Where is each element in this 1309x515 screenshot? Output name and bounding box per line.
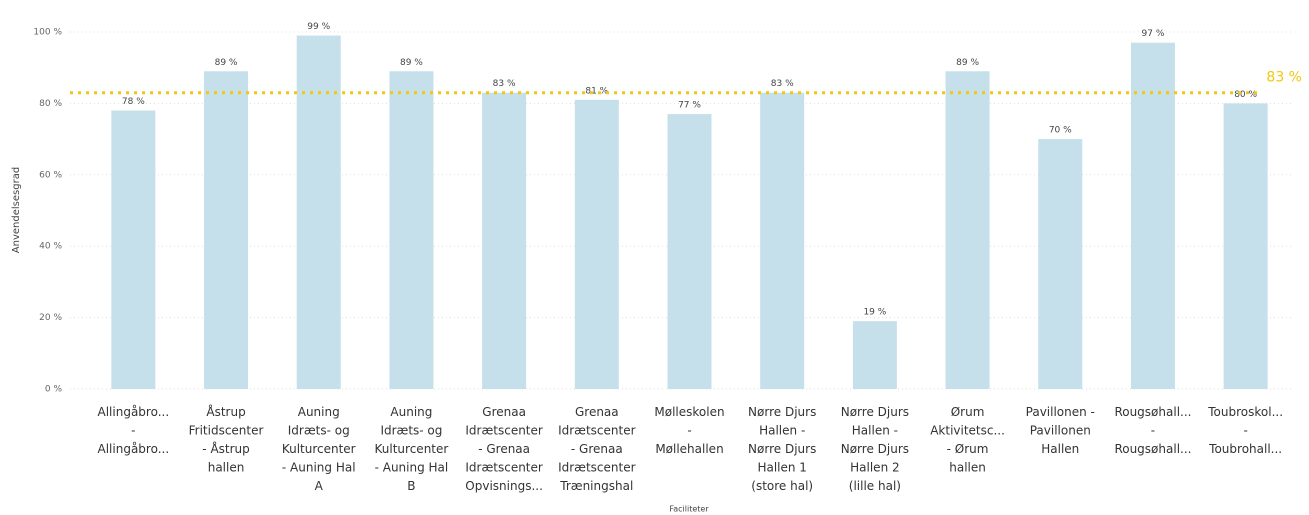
x-tick-label: Nørre Djurs Hallen -Nørre Djurs Hallen 1 (s… xyxy=(748,405,816,493)
value-label: 80 % xyxy=(1234,90,1257,100)
value-label: 77 % xyxy=(678,101,701,111)
value-label: 19 % xyxy=(863,308,886,318)
x-tick-label: Åstrup Fritidscenter - Åstrup hallen xyxy=(189,404,264,475)
bar xyxy=(389,71,434,390)
y-tick-label: 40 % xyxy=(39,242,62,252)
value-label: 83 % xyxy=(493,79,516,89)
x-tick-label: Rougsøhall... -Rougsøhall... xyxy=(1114,405,1191,456)
x-tick-label: Grenaa Idrætscenter - Grenaa Idrætscenter Op… xyxy=(465,405,543,493)
y-tick-label: 60 % xyxy=(39,170,62,180)
bar xyxy=(204,71,249,390)
value-label: 89 % xyxy=(400,58,423,68)
value-label: 81 % xyxy=(585,86,608,96)
x-tick-label: Toubroskol... -Toubrohall... xyxy=(1207,405,1283,456)
bar xyxy=(1223,103,1268,390)
value-label: 97 % xyxy=(1142,29,1165,39)
bar xyxy=(852,321,897,389)
value-label: 70 % xyxy=(1049,126,1072,136)
x-tick-label: Mølleskolen -Møllehallen xyxy=(654,405,724,456)
value-label: 83 % xyxy=(771,79,794,89)
x-tick-label: Auning Idræts- og Kulturcenter - Auning Hal… xyxy=(282,405,356,493)
y-tick-label: 20 % xyxy=(39,313,62,323)
bar xyxy=(296,35,341,389)
x-tick-label: Nørre Djurs Hallen -Nørre Djurs Hallen 2 (l… xyxy=(841,405,909,493)
value-label: 78 % xyxy=(122,97,145,107)
bar xyxy=(1038,139,1083,389)
x-axis-title: Faciliteter xyxy=(669,505,709,514)
bar xyxy=(111,110,156,389)
value-label: 89 % xyxy=(215,58,238,68)
bar xyxy=(945,71,990,390)
x-tick-label: Allingåbro... -Allingåbro... xyxy=(98,405,170,456)
x-tick-label: Grenaa Idrætscenter - Grenaa Idrætscenter Tr… xyxy=(558,405,636,493)
x-tick-label: Pavillonen -Pavillonen Hallen xyxy=(1026,405,1095,456)
bar xyxy=(1130,42,1175,390)
bar xyxy=(482,92,527,389)
x-tick-label: Auning Idræts- og Kulturcenter - Auning Hal… xyxy=(375,405,449,493)
value-label: 89 % xyxy=(956,58,979,68)
y-axis-title: Anvendelsesgrad xyxy=(11,167,22,253)
x-tick-label: Ørum Aktivitetsc... - Ørum hallen xyxy=(930,405,1005,475)
reference-label: 83 % xyxy=(1266,70,1302,86)
bar xyxy=(574,99,619,389)
bar xyxy=(760,92,805,389)
y-tick-label: 100 % xyxy=(33,28,62,38)
y-tick-label: 0 % xyxy=(45,385,63,395)
y-tick-label: 80 % xyxy=(39,99,62,109)
value-label: 99 % xyxy=(307,22,330,32)
bar xyxy=(667,114,712,390)
